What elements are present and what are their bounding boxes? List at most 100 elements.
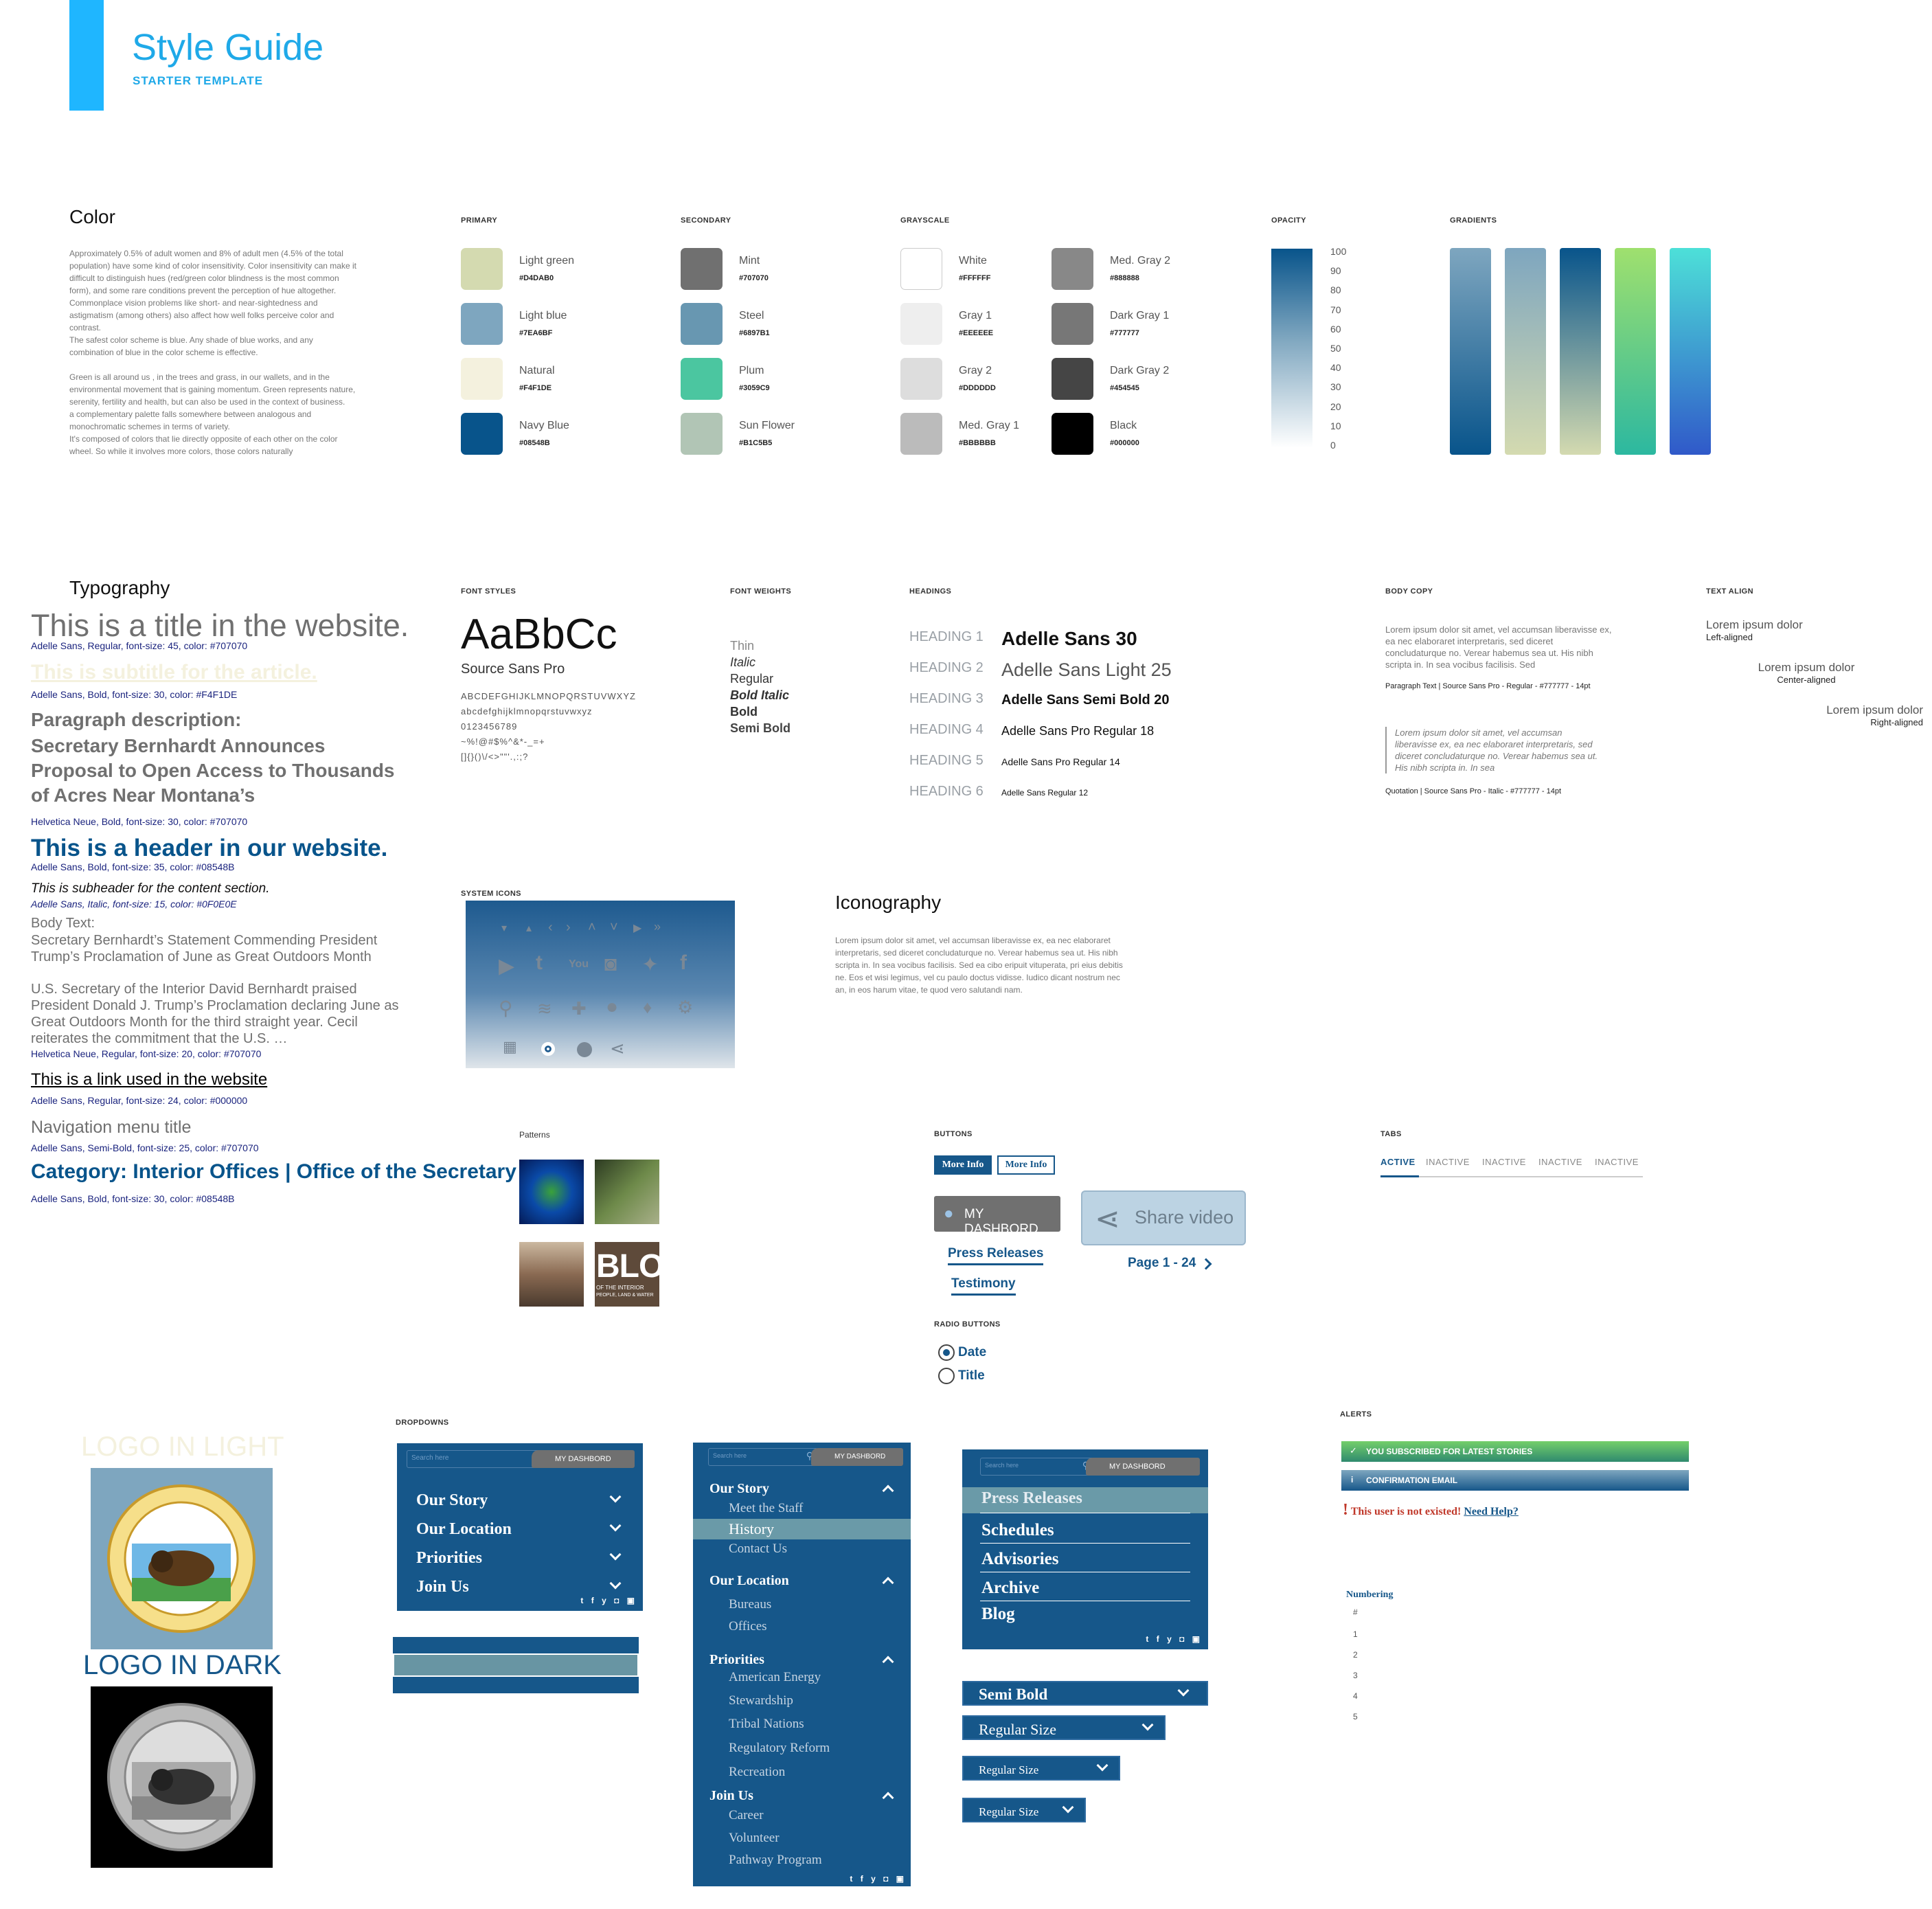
submenu-item-stewardship[interactable]: Stewardship xyxy=(729,1693,793,1708)
radio-buttons-label: RADIO BUTTONS xyxy=(934,1320,1001,1329)
chevron-down-icon[interactable] xyxy=(609,1520,622,1532)
radio-date-label: Date xyxy=(958,1345,987,1359)
tab-inactive-2[interactable]: INACTIVE xyxy=(1482,1157,1526,1167)
select-regular-size-large[interactable]: Regular Size xyxy=(962,1715,1166,1740)
submenu-item-tribal-nations[interactable]: Tribal Nations xyxy=(729,1717,804,1731)
search-placeholder: Search here xyxy=(985,1462,1019,1469)
menu-item-archive[interactable]: Archive xyxy=(981,1579,1040,1597)
submenu-item-volunteer[interactable]: Volunteer xyxy=(729,1831,780,1845)
numbering-item: 5 xyxy=(1353,1712,1358,1721)
select-regular-size-medium[interactable]: Regular Size xyxy=(962,1756,1120,1781)
menu-item-our-location[interactable]: Our Location xyxy=(416,1520,512,1538)
tab-inactive-1[interactable]: INACTIVE xyxy=(1426,1157,1470,1167)
share-video-button[interactable]: ⋖ Share video xyxy=(1081,1190,1246,1245)
menu-item-blog[interactable]: Blog xyxy=(981,1605,1015,1623)
menu-item-our-story[interactable]: Our Story xyxy=(416,1491,488,1509)
select-semi-bold[interactable]: Semi Bold xyxy=(962,1681,1208,1706)
grayscale-swatch-hex: #777777 xyxy=(1110,329,1139,337)
more-info-primary-button[interactable]: More Info xyxy=(934,1155,992,1175)
testimony-link[interactable]: Testimony xyxy=(951,1276,1016,1296)
grayscale-swatch-hex: #454545 xyxy=(1110,384,1139,392)
headings-label: HEADINGS xyxy=(909,587,952,596)
press-releases-link[interactable]: Press Releases xyxy=(948,1246,1044,1265)
search-input[interactable]: Search here⚲ xyxy=(708,1448,818,1466)
chevron-down-icon[interactable] xyxy=(609,1548,622,1561)
subtitle-sample: This is subtitle for the article. xyxy=(31,661,317,684)
link-sample[interactable]: This is a link used in the website xyxy=(31,1070,268,1089)
font-digits: 0123456789 xyxy=(461,721,518,732)
submenu-item-recreation[interactable]: Recreation xyxy=(729,1765,786,1779)
search-input[interactable]: Search here⚲ xyxy=(980,1458,1094,1476)
chevron-up-icon[interactable] xyxy=(882,1656,894,1668)
category-sample[interactable]: Category: Interior Offices | Office of t… xyxy=(31,1160,516,1183)
body-text-label: Body Text: xyxy=(31,916,95,931)
my-dashboard-button[interactable]: MY DASHBORD xyxy=(811,1448,903,1466)
submenu-item-regulatory-reform[interactable]: Regulatory Reform xyxy=(729,1741,830,1755)
patterns-label: Patterns xyxy=(519,1130,550,1140)
grayscale-swatch-hex: #DDDDDD xyxy=(959,384,996,392)
text-align-center-note: Center-aligned xyxy=(1777,675,1836,685)
tab-active[interactable]: ACTIVE xyxy=(1380,1157,1419,1177)
gradient-swatch-3 xyxy=(1560,248,1601,455)
opacity-step-label: 90 xyxy=(1330,265,1341,277)
chevron-up-icon[interactable] xyxy=(882,1577,894,1589)
weight-semi-bold: Semi Bold xyxy=(730,721,791,735)
my-dashboard-button[interactable]: MY DASHBORD xyxy=(532,1450,635,1468)
submenu-item-meet-the-staff[interactable]: Meet the Staff xyxy=(729,1501,804,1515)
radio-date[interactable] xyxy=(938,1344,955,1361)
search-input[interactable]: Search here⚲ xyxy=(407,1450,544,1468)
primary-swatch-name: Light blue xyxy=(519,310,567,321)
grayscale-label: GRAYSCALE xyxy=(900,216,950,225)
text-align-right-block: Lorem ipsum dolor Right-aligned xyxy=(1786,703,1923,727)
numbering-label: Numbering xyxy=(1346,1590,1394,1600)
primary-swatch xyxy=(461,303,503,345)
opacity-step-label: 20 xyxy=(1330,400,1341,412)
radio-selected-icon xyxy=(541,1042,555,1056)
body-text-note: Helvetica Neue, Regular, font-size: 20, … xyxy=(31,1048,262,1059)
menu-item-join-us[interactable]: Join Us xyxy=(709,1788,753,1803)
pagination-next-icon[interactable] xyxy=(1200,1258,1212,1270)
select-value: Regular Size xyxy=(979,1805,1039,1818)
tab-inactive-3[interactable]: INACTIVE xyxy=(1538,1157,1582,1167)
menu-item-press-releases[interactable]: Press Releases xyxy=(981,1489,1082,1507)
chevron-down-icon[interactable] xyxy=(609,1491,622,1503)
body-text-1: Secretary Bernhardt’s Statement Commendi… xyxy=(31,933,378,964)
chevron-up-icon[interactable] xyxy=(882,1792,894,1804)
menu-item-schedules[interactable]: Schedules xyxy=(981,1521,1054,1539)
dropdowns-label: DROPDOWNS xyxy=(396,1419,449,1427)
menu-item-our-location[interactable]: Our Location xyxy=(709,1573,789,1588)
need-help-link[interactable]: Need Help? xyxy=(1464,1506,1519,1517)
submenu-item-offices[interactable]: Offices xyxy=(729,1619,767,1634)
menu-item-our-story[interactable]: Our Story xyxy=(709,1481,769,1496)
submenu-item-pathway-program[interactable]: Pathway Program xyxy=(729,1853,822,1867)
more-info-secondary-button[interactable]: More Info xyxy=(997,1155,1055,1175)
tab-inactive-4[interactable]: INACTIVE xyxy=(1595,1157,1639,1167)
menu-item-advisories[interactable]: Advisories xyxy=(981,1550,1059,1568)
text-align-center-sample: Lorem ipsum dolor xyxy=(1758,661,1855,674)
text-align-label: TEXT ALIGN xyxy=(1706,587,1753,596)
submenu-item-career[interactable]: Career xyxy=(729,1808,764,1822)
menu-item-priorities[interactable]: Priorities xyxy=(416,1549,482,1567)
secondary-swatch xyxy=(681,248,723,290)
my-dashboard-button[interactable]: MY DASHBORD xyxy=(1086,1458,1200,1476)
share-icon: ⋖ xyxy=(610,1038,625,1059)
primary-swatch-name: Light green xyxy=(519,255,575,267)
chevron-up-icon[interactable] xyxy=(882,1484,894,1497)
my-dashboard-button[interactable]: ● MY DASHBORD xyxy=(934,1196,1060,1236)
radio-title[interactable] xyxy=(938,1368,955,1384)
user-icon: ● xyxy=(606,995,619,1018)
menu-item-join-us[interactable]: Join Us xyxy=(416,1578,469,1596)
submenu-item-history[interactable]: History xyxy=(729,1520,774,1537)
menu-item-priorities[interactable]: Priorities xyxy=(709,1652,764,1667)
font-lowercase: abcdefghijklmnopqrstuvwxyz xyxy=(461,706,593,716)
submenu-item-american-energy[interactable]: American Energy xyxy=(729,1670,821,1684)
submenu-item-bureaus[interactable]: Bureaus xyxy=(729,1597,772,1612)
select-regular-size-small[interactable]: Regular Size xyxy=(962,1798,1086,1822)
body-text-2: U.S. Secretary of the Interior David Ber… xyxy=(31,982,399,1046)
submenu-item-contact-us[interactable]: Contact Us xyxy=(729,1541,787,1556)
exclamation-icon: ! xyxy=(1343,1501,1348,1519)
numbering-item: 4 xyxy=(1353,1691,1358,1701)
secondary-swatch xyxy=(681,413,723,455)
chevron-down-icon[interactable] xyxy=(609,1577,622,1590)
grayscale-swatch-hex: #BBBBBB xyxy=(959,439,996,447)
